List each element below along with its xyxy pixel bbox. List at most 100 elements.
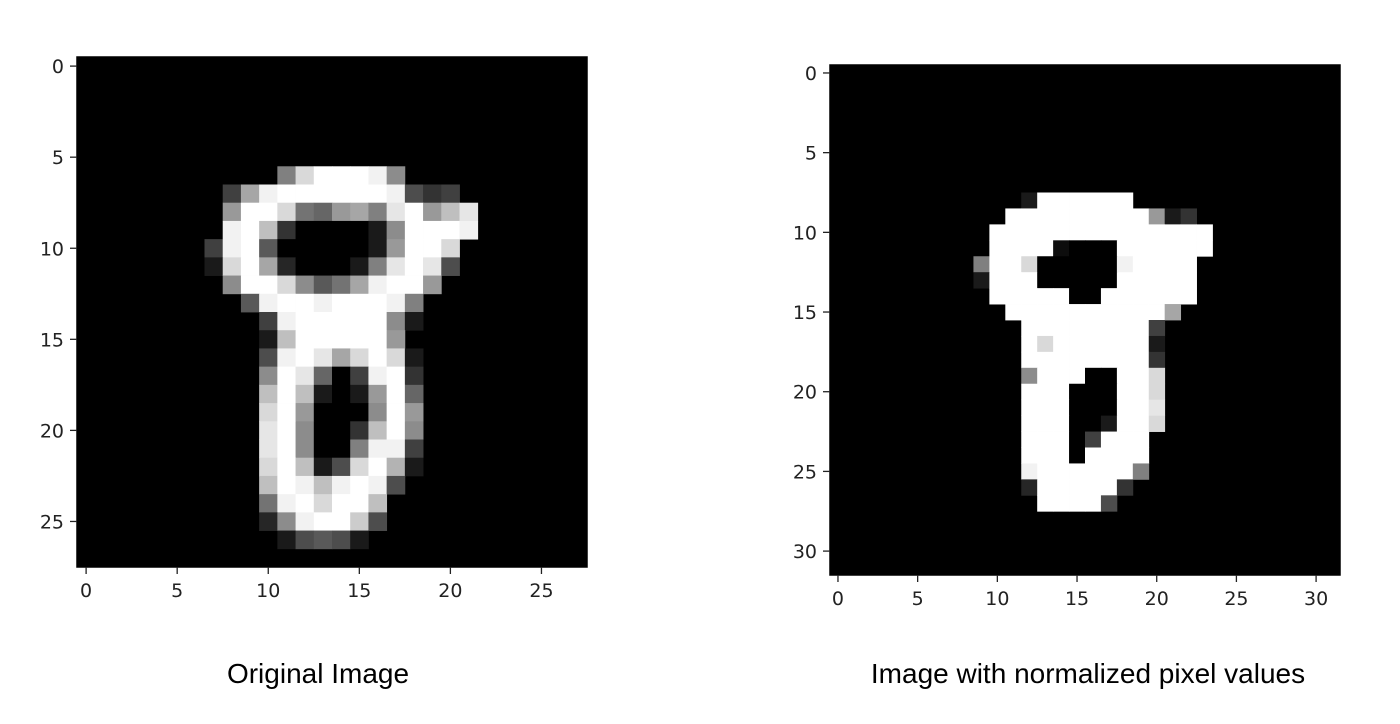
x-tick-label: 20 [1145,588,1169,610]
y-tick-label: 0 [52,56,64,78]
pixel [1100,399,1118,417]
pixel [1021,192,1038,209]
pixel [1180,272,1197,289]
pixel [1164,288,1182,305]
pixel [1085,208,1102,225]
axes-frame [829,64,1341,576]
pixel [1037,367,1054,385]
pixel [295,220,315,240]
pixel [313,330,333,349]
pixel [313,530,333,550]
pixel [1053,240,1070,257]
pixel [1100,367,1118,385]
pixel [386,439,406,459]
pixel [1021,415,1038,432]
pixel [222,239,242,258]
pixel [332,202,351,222]
pixel [1116,479,1134,496]
y-tick-label: 25 [40,511,64,533]
pixel [1148,208,1166,225]
pixel [1100,288,1118,305]
pixel [1085,399,1102,417]
pixel [1021,288,1038,305]
x-tick-label: 0 [80,580,92,602]
pixel [259,348,278,368]
pixel [1069,288,1086,305]
pixel [1116,351,1134,369]
pixel [1005,256,1022,273]
x-tick-label: 5 [912,588,924,610]
pixel [313,494,333,513]
pixel [222,202,242,222]
pixel [1180,288,1197,305]
pixel [1053,447,1070,464]
pixel [1069,383,1086,401]
pixel [1148,240,1166,257]
pixel [277,512,296,531]
pixel [1148,304,1166,321]
pixel [1100,383,1118,401]
pixel [368,457,388,477]
pixel [1037,320,1054,337]
pixel [1085,288,1102,305]
pixel-grid [973,192,1213,512]
pixel [222,184,242,204]
pixel [259,439,278,459]
pixel [1100,272,1118,289]
pixel [1100,320,1118,337]
pixel [240,202,260,222]
pixel [1164,208,1182,225]
pixel [277,494,296,513]
pixel [1085,335,1102,353]
pixel [1069,208,1086,225]
pixel [222,275,242,295]
pixel [1100,224,1118,241]
pixel [350,366,369,386]
pixel [1053,495,1070,512]
x-tick-label: 20 [438,580,462,602]
pixel-grid [204,166,479,550]
pixel [423,220,442,240]
pixel [350,348,369,368]
pixel [1116,415,1134,432]
pixel [1021,447,1038,464]
pixel [1053,272,1070,289]
pixel [386,366,406,386]
pixel [240,293,260,313]
pixel [295,384,315,404]
pixel [1037,431,1054,448]
pixel [404,184,424,204]
pixel [1148,351,1166,369]
pixel [423,239,442,258]
pixel [1037,335,1054,353]
pixel [277,202,296,222]
pixel [368,330,388,349]
pixel [1116,463,1134,480]
pixel [368,475,388,495]
pixel [240,239,260,258]
pixel [277,166,296,185]
pixel [259,239,278,258]
pixel [1085,256,1102,273]
pixel [1085,367,1102,385]
pixel [404,348,424,368]
pixel [1085,320,1102,337]
pixel [386,166,406,185]
pixel [277,220,296,240]
pixel [332,512,351,531]
image-caption: Original Image [227,658,409,689]
pixel [350,421,369,440]
pixel [332,366,351,386]
pixel [259,403,278,422]
pixel [277,330,296,349]
pixel [1069,224,1086,241]
pixel [332,439,351,459]
pixel [1069,495,1086,512]
pixel [332,348,351,368]
pixel [1037,447,1054,464]
pixel [1148,399,1166,417]
pixel [1116,320,1134,337]
pixel [368,439,388,459]
pixel [332,166,351,185]
pixel [313,184,333,204]
